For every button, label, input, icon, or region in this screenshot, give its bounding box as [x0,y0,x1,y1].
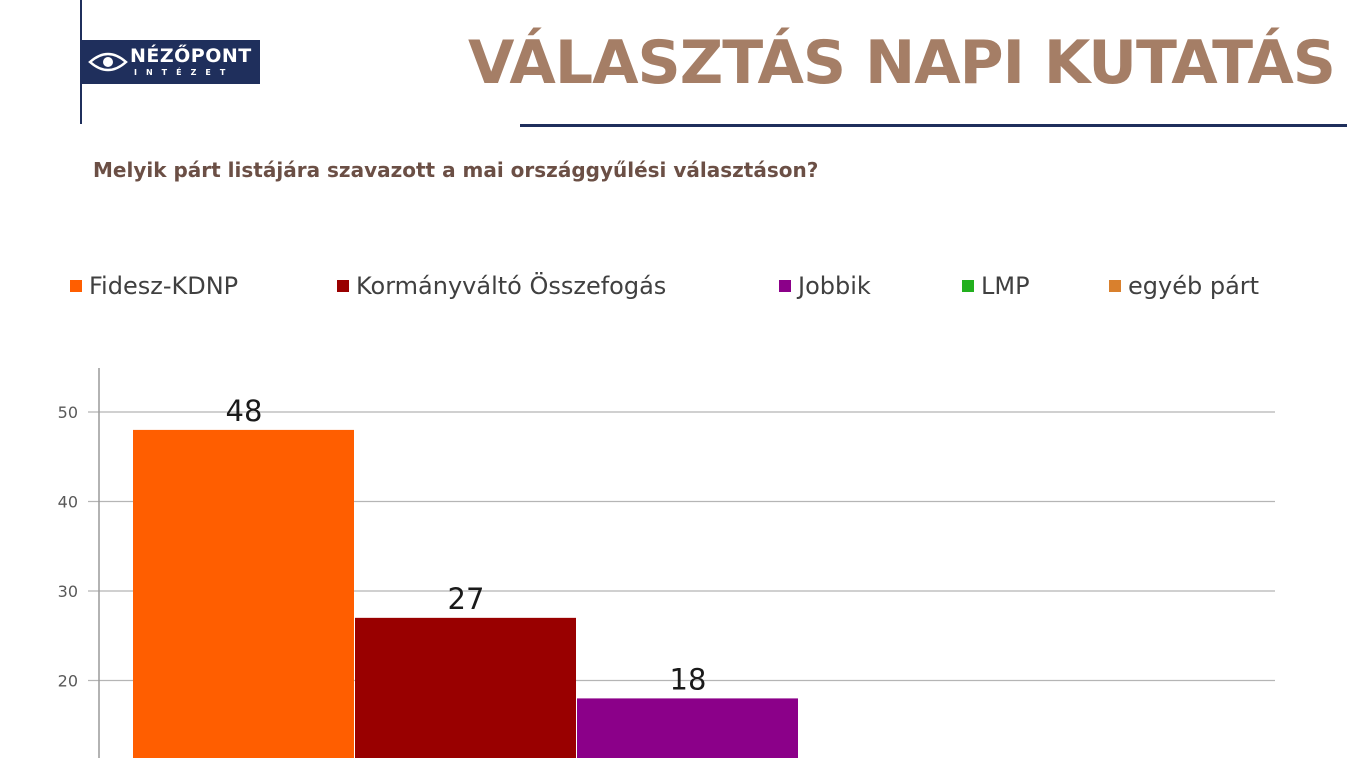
y-tick-label: 40 [58,493,78,512]
y-tick-label: 20 [58,672,78,691]
chart-legend: Fidesz-KDNP Kormányváltó Összefogás Jobb… [0,272,1347,306]
legend-label: LMP [981,272,1030,300]
legend-label: egyéb párt [1128,272,1260,300]
legend-item-jobbik: Jobbik [779,272,871,300]
header-divider-line [80,0,82,124]
legend-swatch [962,280,974,292]
legend-swatch [337,280,349,292]
bar-chart: 20 30 40 50 48 27 18 [58,368,1275,758]
legend-item-lmp: LMP [962,272,1030,300]
data-label: 27 [448,582,485,616]
y-tick-label: 30 [58,582,78,601]
data-label: 48 [226,394,263,428]
nezopont-logo: NÉZŐPONT INTÉZET [82,40,260,84]
legend-item-egyeb-part: egyéb párt [1109,272,1259,300]
page-title: VÁLASZTÁS NAPI KUTATÁS [468,28,1336,98]
title-underline [520,124,1347,127]
logo-subtitle: INTÉZET [134,68,235,77]
legend-item-fidesz-kdnp: Fidesz-KDNP [70,272,238,300]
legend-label: Fidesz-KDNP [89,272,239,300]
legend-label: Kormányváltó Összefogás [356,272,667,300]
legend-swatch [1109,280,1121,292]
legend-swatch [70,280,82,292]
bar-2 [577,698,798,758]
bar-1 [355,617,576,758]
legend-swatch [779,280,791,292]
logo-name: NÉZŐPONT [130,45,252,67]
legend-label: Jobbik [798,272,871,300]
eye-icon [88,52,128,72]
legend-item-kormanyvalto-osszefogas: Kormányváltó Összefogás [337,272,666,300]
y-tick-label: 50 [58,403,78,422]
bar-0 [133,429,354,758]
data-label: 18 [670,662,707,696]
survey-question: Melyik párt listájára szavazott a mai or… [93,158,819,182]
